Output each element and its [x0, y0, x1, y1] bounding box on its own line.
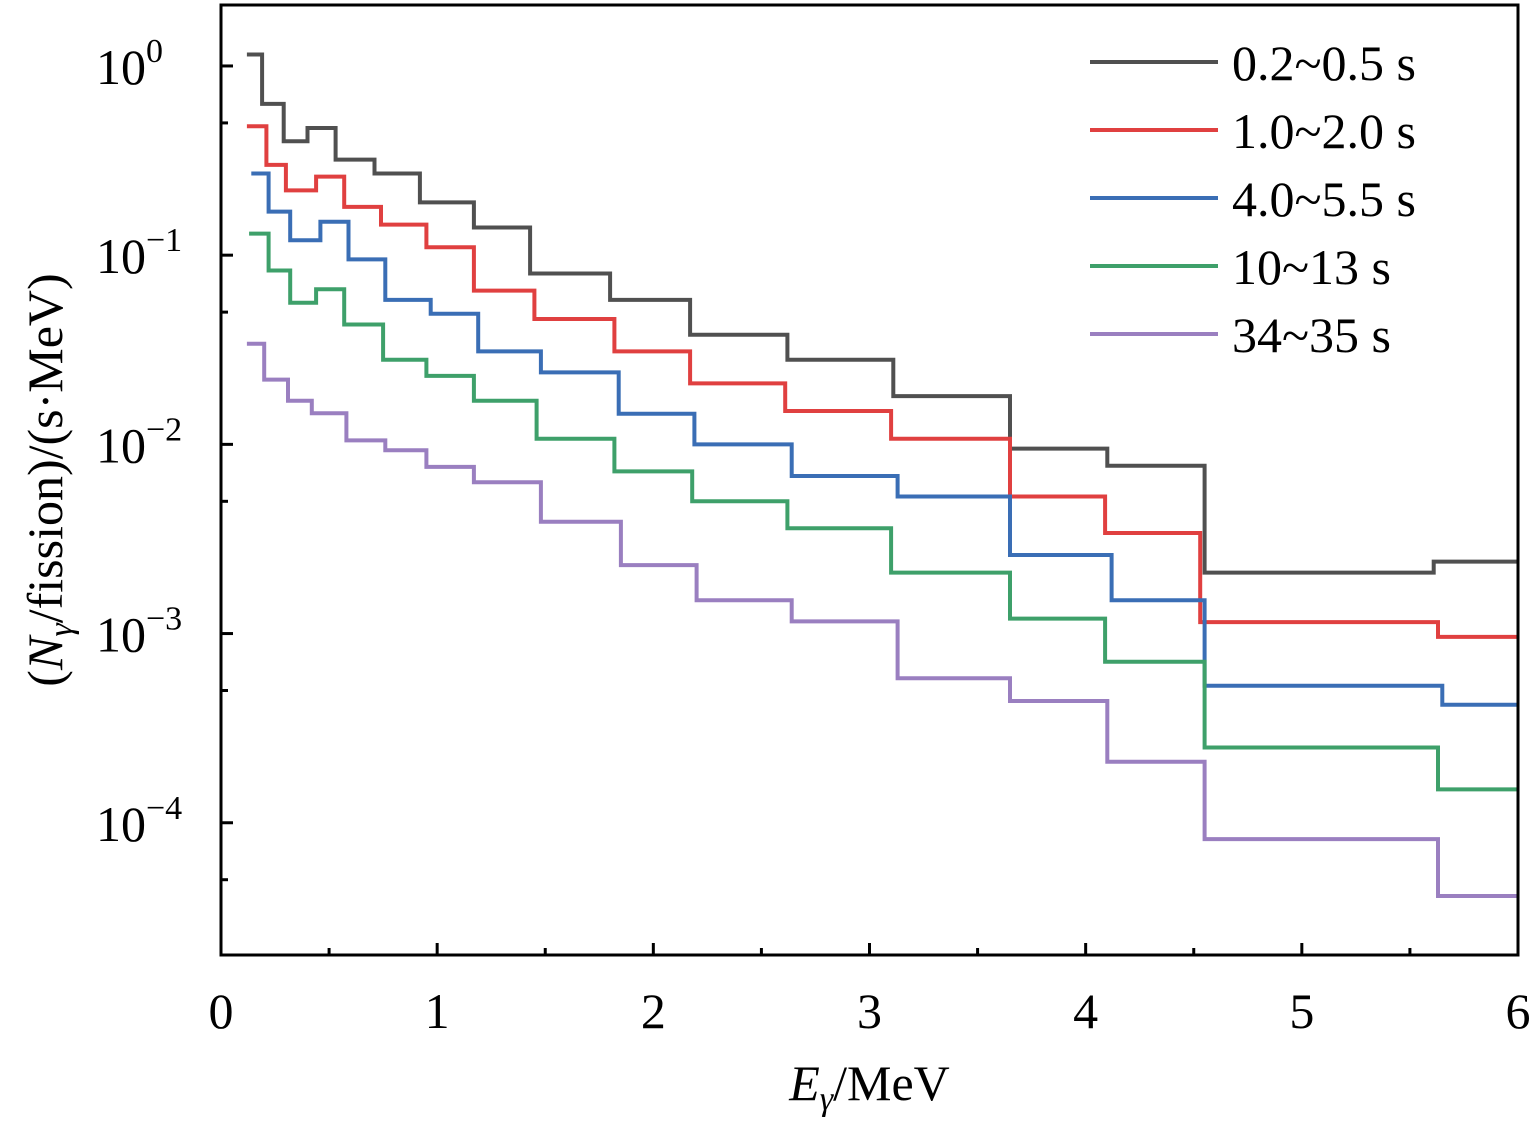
series-line-3 [251, 171, 1518, 707]
y-tick-label: 10−4 [96, 790, 182, 852]
series-line-4 [249, 231, 1518, 792]
legend-label-1: 0.2~0.5 s [1232, 35, 1416, 91]
x-tick-label: 5 [1289, 983, 1314, 1039]
x-tick-label: 0 [209, 983, 234, 1039]
x-tick-label: 4 [1073, 983, 1098, 1039]
x-axis-title-sub: γ [820, 1081, 835, 1118]
x-axis-title: Eγ/MeV [788, 1055, 950, 1118]
y-axis-title: (Nγ/fission)/(s·MeV) [17, 273, 80, 686]
series-line-2 [246, 124, 1518, 639]
y-axis-title-sub: γ [43, 622, 80, 637]
y-tick-label: 100 [96, 33, 163, 95]
legend-label-4: 10~13 s [1232, 239, 1391, 295]
axes-layer: 0 1 2 3 4 5 6 100 10−1 10−2 10−3 10−4 [96, 3, 1531, 1039]
y-tick-label: 10−2 [96, 411, 182, 473]
x-axis-title-main: E [788, 1055, 820, 1111]
series-line-1 [246, 52, 1518, 575]
legend-label-3: 4.0~5.5 s [1232, 171, 1416, 227]
series-line-5 [246, 341, 1518, 898]
series-layer [246, 52, 1518, 898]
legend: 0.2~0.5 s 1.0~2.0 s 4.0~5.5 s 10~13 s 34~35 … [1090, 35, 1416, 363]
x-tick-label: 3 [857, 983, 882, 1039]
y-axis-title-open: ( [17, 670, 73, 687]
y-axis-title-rest: /fission)/(s·MeV) [17, 273, 73, 623]
legend-label-5: 34~35 s [1232, 307, 1391, 363]
y-axis-title-main: N [17, 634, 73, 671]
legend-label-2: 1.0~2.0 s [1232, 103, 1416, 159]
y-tick-label: 10−3 [96, 601, 182, 663]
y-tick-label: 10−1 [96, 222, 182, 284]
x-tick-label: 1 [425, 983, 450, 1039]
x-tick-label: 6 [1506, 983, 1531, 1039]
x-tick-label: 2 [641, 983, 666, 1039]
x-axis-title-unit: /MeV [833, 1055, 950, 1111]
